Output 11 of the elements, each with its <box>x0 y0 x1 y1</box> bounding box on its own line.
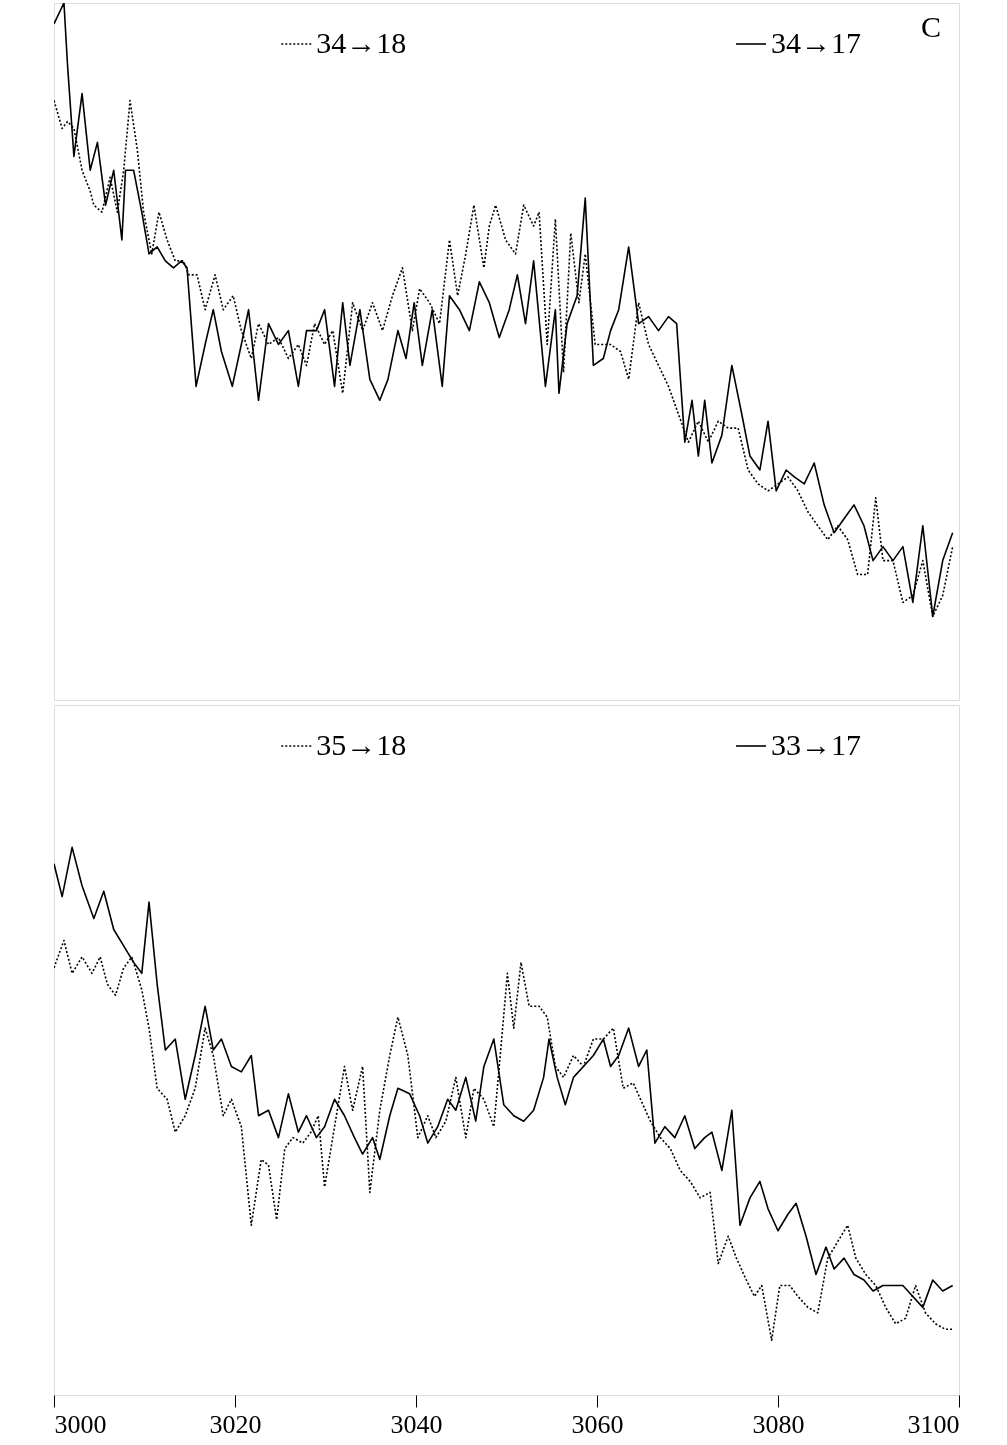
x-tick-label: 3100 <box>907 1409 960 1439</box>
x-tick-label: 3060 <box>571 1409 624 1439</box>
legend-label: 34→18 <box>316 26 407 59</box>
x-tick-label: 3040 <box>390 1409 443 1439</box>
annotation: C <box>920 10 941 43</box>
x-tick-label: 3000 <box>54 1409 107 1439</box>
legend-label: 33→17 <box>771 728 862 761</box>
legend-label: 34→17 <box>771 26 862 59</box>
x-tick-label: 3020 <box>209 1409 262 1439</box>
legend-label: 35→18 <box>316 728 407 761</box>
x-tick-label: 3080 <box>752 1409 805 1439</box>
